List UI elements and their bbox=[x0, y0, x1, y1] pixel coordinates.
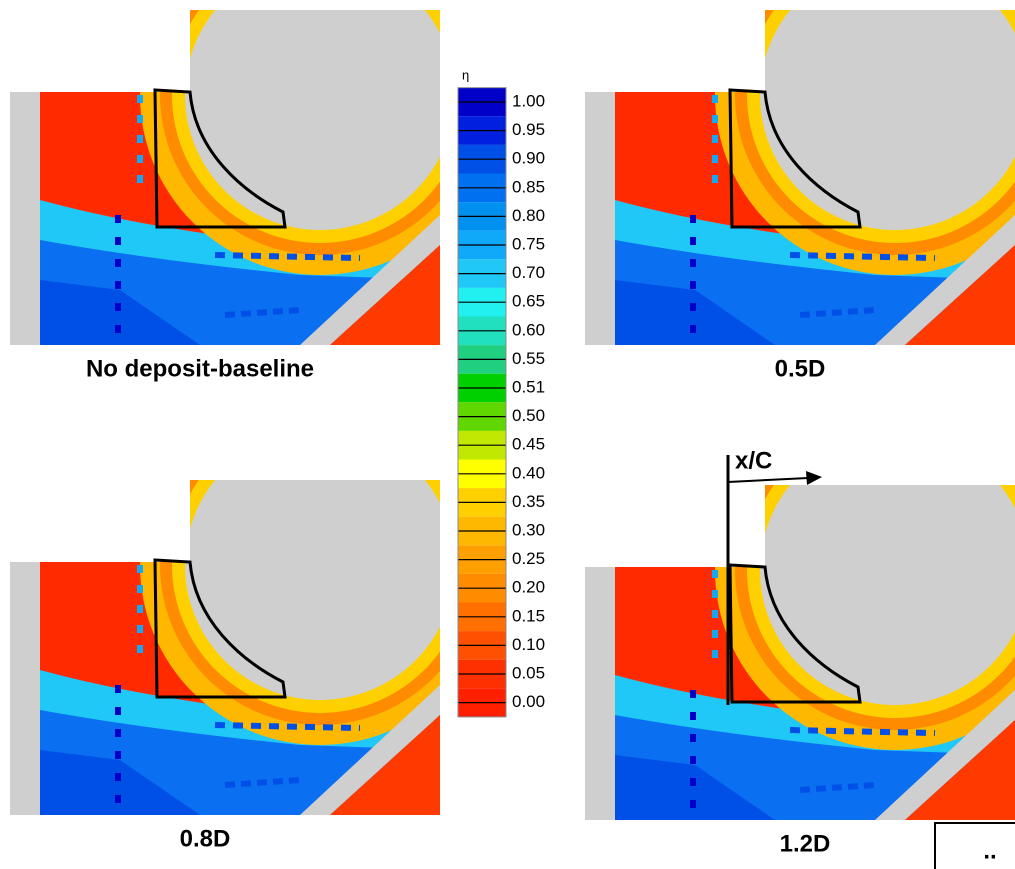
contour-panel bbox=[10, 385, 500, 815]
colorbar-label: 0.30 bbox=[512, 520, 545, 539]
colorbar: η 1.00 0.95 0.90 0.85 0.80 0.75 0.70 0.65 0.60 0.… bbox=[457, 67, 545, 718]
colorbar-label: 0.05 bbox=[512, 663, 545, 682]
colorbar-label: 0.60 bbox=[512, 320, 545, 339]
colorbar-label: 0.51 bbox=[512, 377, 545, 396]
contour-panel bbox=[585, 390, 1015, 820]
colorbar-label: 0.45 bbox=[512, 435, 545, 454]
colorbar-label: 0.70 bbox=[512, 263, 545, 282]
colorbar-label: 0.10 bbox=[512, 635, 545, 654]
panel-label: No deposit-baseline bbox=[86, 355, 314, 382]
panel-label: 0.8D bbox=[180, 825, 231, 852]
colorbar-label: 0.80 bbox=[512, 206, 545, 225]
note-box bbox=[934, 822, 1015, 869]
colorbar-label: 0.55 bbox=[512, 349, 545, 368]
colorbar-label: 0.95 bbox=[512, 120, 545, 139]
colorbar-label: 0.15 bbox=[512, 606, 545, 625]
colorbar-label: 0.75 bbox=[512, 234, 545, 253]
colorbar-label: 0.00 bbox=[512, 692, 545, 711]
panel-label: 1.2D bbox=[780, 830, 831, 857]
axis-label: x/C bbox=[735, 447, 772, 474]
arrow-head bbox=[806, 471, 822, 485]
colorbar-label: 0.50 bbox=[512, 406, 545, 425]
colorbar-label: 1.00 bbox=[512, 91, 545, 110]
panel-label: 0.5D bbox=[775, 355, 826, 382]
colorbar-frame bbox=[457, 87, 507, 718]
colorbar-label: 0.65 bbox=[512, 292, 545, 311]
contour-panel bbox=[10, 0, 500, 345]
colorbar-label: 0.90 bbox=[512, 149, 545, 168]
colorbar-label: 0.85 bbox=[512, 177, 545, 196]
colorbar-label: 0.25 bbox=[512, 549, 545, 568]
axis-arrow bbox=[727, 477, 809, 483]
colorbar-label: 0.40 bbox=[512, 463, 545, 482]
colorbar-label: 0.20 bbox=[512, 578, 545, 597]
colorbar-label: 0.35 bbox=[512, 492, 545, 511]
contour-panel bbox=[585, 0, 1015, 345]
colorbar-title: η bbox=[462, 67, 469, 82]
corner-note: .. bbox=[983, 837, 996, 864]
